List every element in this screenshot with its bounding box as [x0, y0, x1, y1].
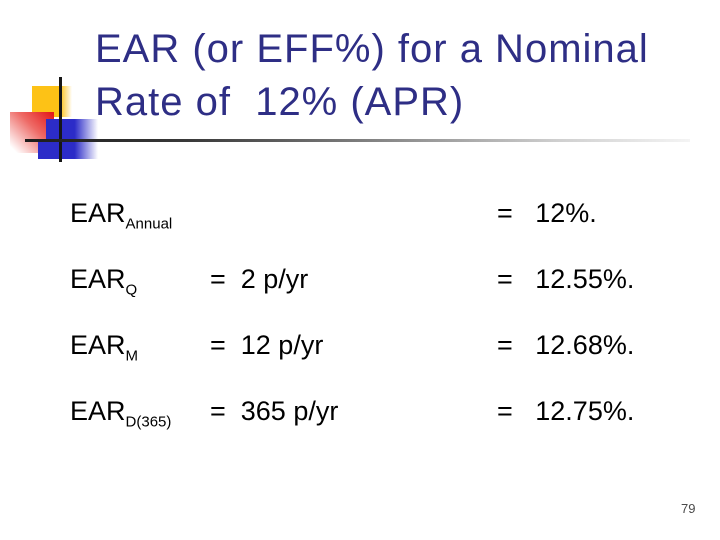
deco-vertical-crosshair-line [59, 77, 62, 162]
ear-annual-result: = 12%. [497, 198, 597, 228]
slide-title: EAR (or EFF%) for a Nominal Rate of 12% (… [95, 23, 649, 129]
page-number: 79 [681, 501, 696, 516]
slide-title-line2: Rate of 12% (APR) [95, 80, 465, 124]
title-underline-rule [25, 139, 690, 142]
ear-quarterly-result: = 12.55%. [497, 264, 635, 294]
ear-quarterly-label: EARQ [70, 264, 138, 299]
ear-daily-label: EARD(365) [70, 396, 172, 431]
ear-daily-subscript: D(365) [125, 413, 172, 431]
row-ear-monthly: EARM = 12 p/yr = 12.68%. [70, 329, 690, 395]
ear-monthly-result: = 12.68%. [497, 330, 635, 360]
slide-title-line1: EAR (or EFF%) for a Nominal [95, 27, 649, 71]
row-ear-annual: EARAnnual = 12%. [70, 197, 690, 263]
ear-daily-periods: = 365 p/yr [210, 396, 339, 426]
ear-monthly-periods: = 12 p/yr [210, 330, 324, 360]
deco-yellow-square [32, 86, 72, 117]
ear-annual-label: EARAnnual [70, 198, 173, 233]
ear-table: EARAnnual = 12%. EARQ = 2 p/yr = 12.55%.… [70, 197, 690, 461]
ear-daily-result: = 12.75%. [497, 396, 635, 426]
ear-quarterly-subscript: Q [125, 281, 138, 299]
deco-blue-square-lower [38, 141, 59, 159]
ear-monthly-subscript: M [125, 347, 139, 365]
row-ear-quarterly: EARQ = 2 p/yr = 12.55%. [70, 263, 690, 329]
ear-annual-subscript: Annual [125, 215, 173, 233]
ear-quarterly-periods: = 2 p/yr [210, 264, 309, 294]
row-ear-daily: EARD(365) = 365 p/yr = 12.75%. [70, 395, 690, 461]
ear-monthly-label: EARM [70, 330, 139, 365]
